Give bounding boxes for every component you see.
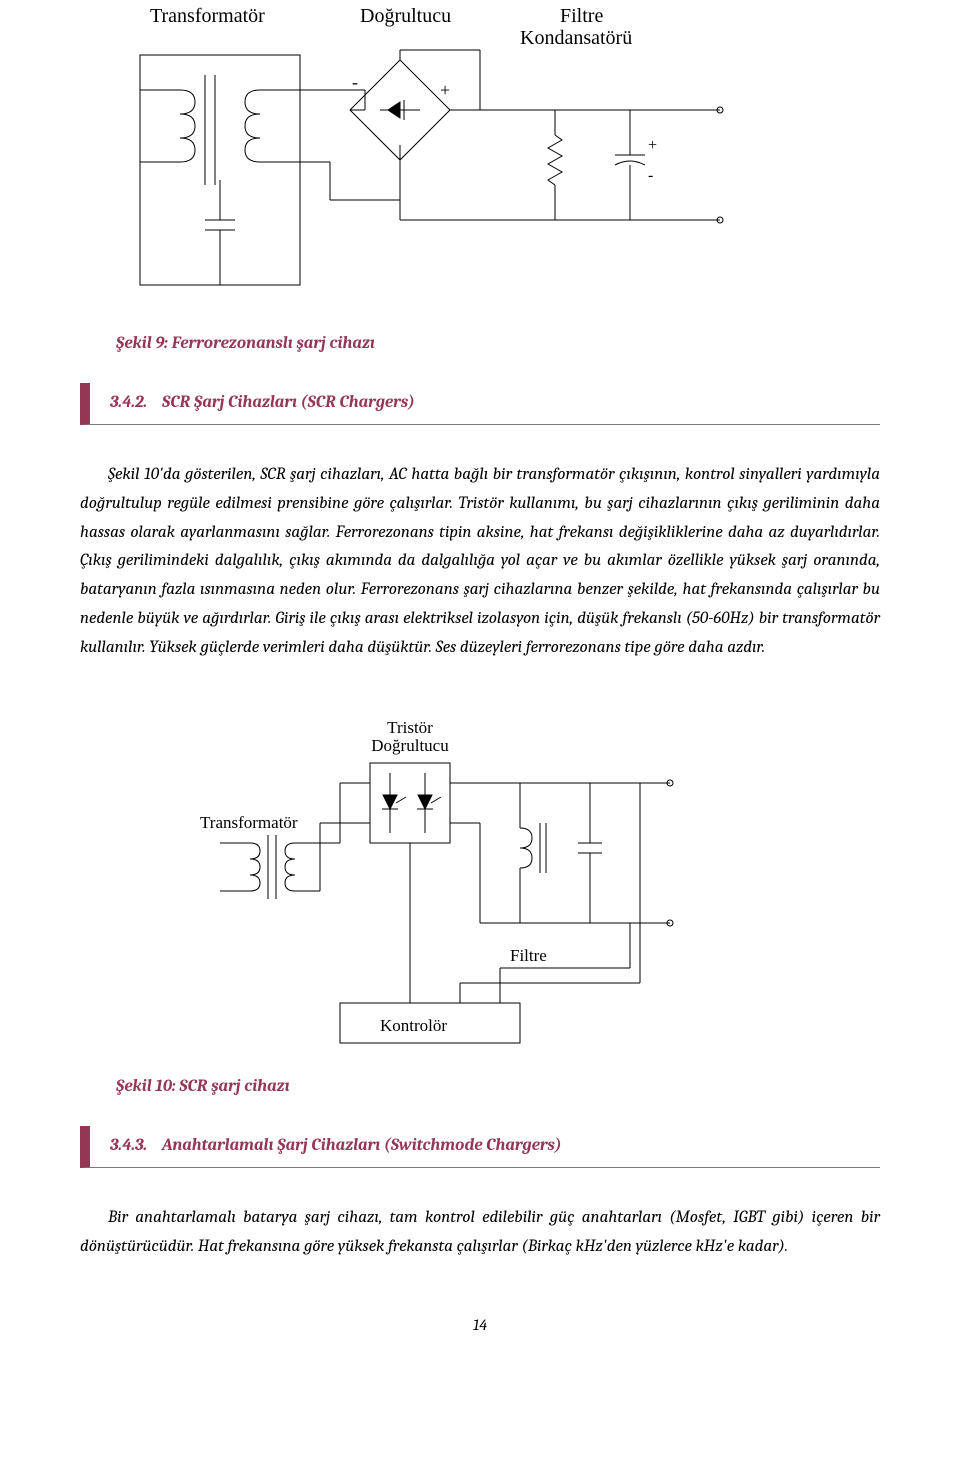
figure-10-caption: Şekil 10: SCR şarj cihazı [116,1073,880,1102]
section-title-2: Anahtarlamalı Şarj Cihazları (Switchmode… [162,1136,562,1155]
section-title: SCR Şarj Cihazları (SCR Chargers) [162,393,415,412]
figure-9-diagram: Transformatör Doğrultucu Filtre Kondansa… [80,0,880,310]
fig9-plus: + [440,80,450,100]
fig10-label-thyristor-l1: Tristör [387,718,433,737]
fig10-label-transformer: Transformatör [200,813,298,832]
fig9-cap-minus: - [648,167,653,184]
figure-10-diagram: Tristör Doğrultucu Transformatör Filtre … [80,713,880,1053]
figure-9-caption: Şekil 9: Ferrorezonanslı şarj cihazı [116,330,880,359]
fig10-label-controller: Kontrolör [380,1016,447,1035]
fig9-label-transformer: Transformatör [150,5,265,27]
section-number-2: 3.4.3. [110,1136,147,1155]
section-heading-343: 3.4.3. Anahtarlamalı Şarj Cihazları (Swi… [80,1126,880,1168]
fig9-label-cap-l1: Filtre [560,5,603,27]
fig9-minus: - [352,72,358,92]
fig10-label-thyristor-l2: Doğrultucu [371,736,449,755]
paragraph-1: Şekil 10'da gösterilen, SCR şarj cihazla… [80,461,880,663]
fig9-label-cap-l2: Kondansatörü [520,27,632,49]
section-heading-342: 3.4.2. SCR Şarj Cihazları (SCR Chargers) [80,383,880,425]
page-number: 14 [80,1312,880,1339]
section-number: 3.4.2. [110,393,147,412]
fig10-label-filter: Filtre [510,946,547,965]
paragraph-2: Bir anahtarlamalı batarya şarj cihazı, t… [80,1204,880,1262]
fig9-label-rectifier: Doğrultucu [360,5,451,27]
fig9-cap-plus: + [648,137,657,154]
